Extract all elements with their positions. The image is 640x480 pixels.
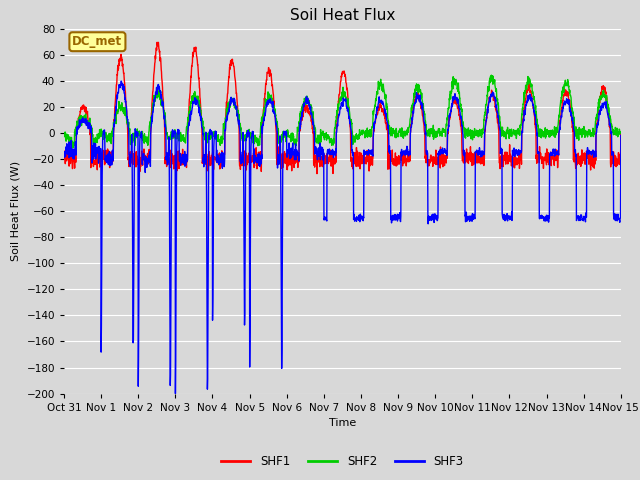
Y-axis label: Soil Heat Flux (W): Soil Heat Flux (W) <box>11 161 21 261</box>
Legend: SHF1, SHF2, SHF3: SHF1, SHF2, SHF3 <box>216 451 468 473</box>
Title: Soil Heat Flux: Soil Heat Flux <box>290 9 395 24</box>
Text: DC_met: DC_met <box>72 35 122 48</box>
X-axis label: Time: Time <box>329 418 356 428</box>
